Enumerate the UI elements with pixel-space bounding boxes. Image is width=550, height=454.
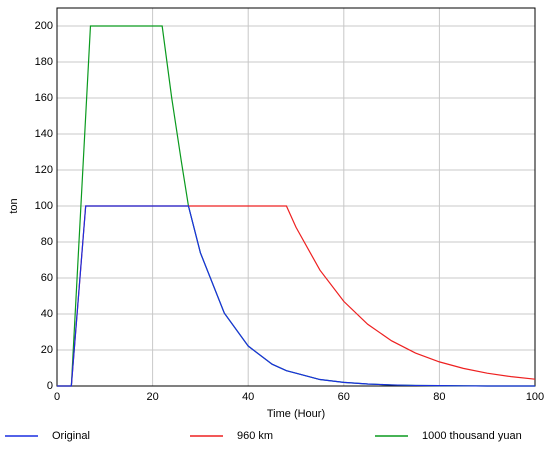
x-tick-label: 20 [146, 391, 158, 403]
x-tick-label: 40 [242, 391, 254, 403]
series-line [57, 205, 535, 387]
y-tick-label: 100 [35, 200, 53, 212]
y-tick-label: 40 [41, 308, 53, 320]
plot-frame [56, 7, 536, 387]
x-tick-label: 0 [54, 391, 60, 403]
x-tick-label: 80 [433, 391, 445, 403]
legend-label: 960 km [237, 430, 273, 442]
legend-label: 1000 thousand yuan [422, 430, 522, 442]
y-tick-label: 180 [35, 56, 53, 68]
legend-label: Original [52, 430, 90, 442]
y-axis-label: ton [8, 198, 20, 213]
y-tick-label: 20 [41, 344, 53, 356]
x-tick-label: 60 [338, 391, 350, 403]
y-tick-label: 160 [35, 92, 53, 104]
x-axis-label: Time (Hour) [267, 408, 325, 420]
y-tick-label: 200 [35, 20, 53, 32]
y-tick-label: 0 [47, 380, 53, 392]
y-tick-label: 140 [35, 128, 53, 140]
y-tick-label: 80 [41, 236, 53, 248]
x-tick-label: 100 [526, 391, 544, 403]
y-tick-label: 60 [41, 272, 53, 284]
y-tick-label: 120 [35, 164, 53, 176]
